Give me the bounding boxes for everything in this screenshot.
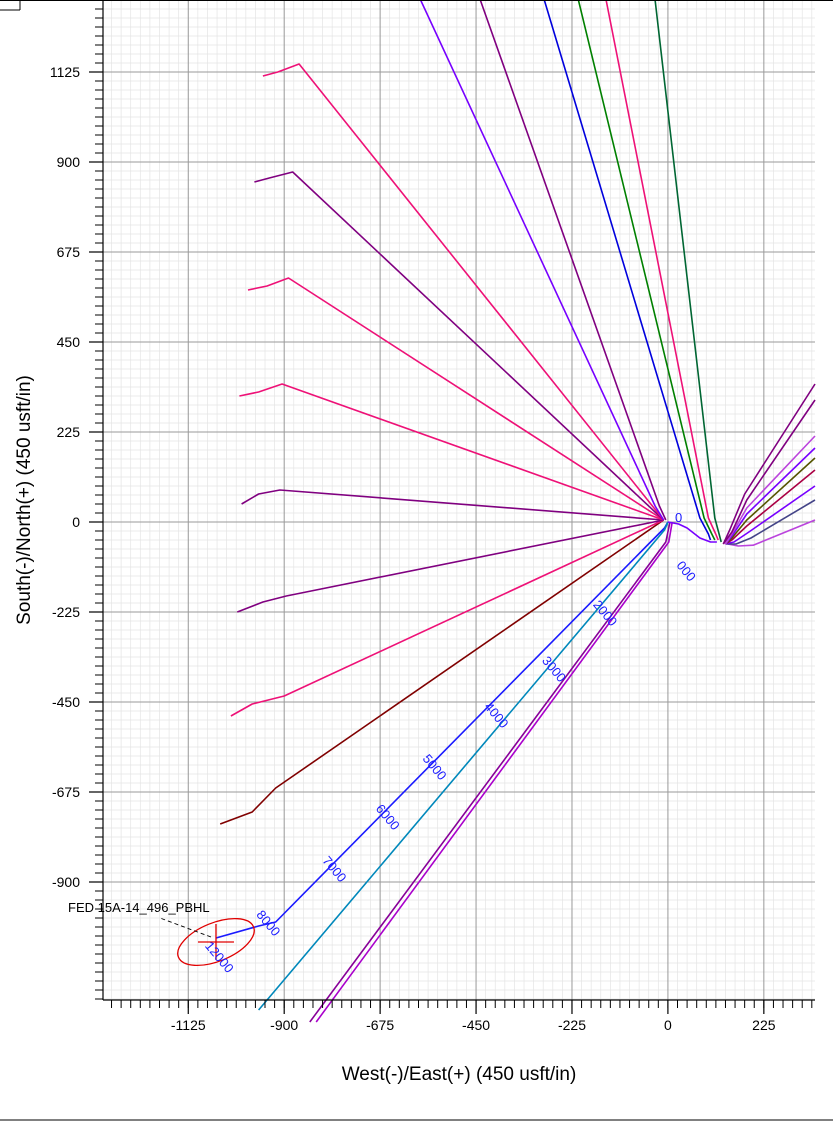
md-label: 7000 <box>320 853 350 885</box>
y-tick-label: 675 <box>57 244 81 260</box>
series-line-8 <box>241 489 664 521</box>
y-tick-label: 450 <box>57 334 81 350</box>
md-label: 3000 <box>539 653 569 685</box>
series-line-28 <box>722 383 816 545</box>
series-line-17 <box>605 0 719 541</box>
target-leader-line <box>159 917 212 938</box>
series-line-5 <box>219 519 665 825</box>
major-grid <box>103 0 815 1000</box>
y-tick-label: -225 <box>52 604 80 620</box>
series-line-16 <box>577 0 716 541</box>
y-tick-label: 1125 <box>50 64 80 80</box>
series-line-13 <box>419 0 665 521</box>
series-line-12 <box>262 63 665 521</box>
series-line-18 <box>654 0 722 543</box>
target-label: FED 15A-14_496_PBHL <box>68 900 210 915</box>
series-line-20 <box>727 519 816 547</box>
target-ellipse <box>177 917 255 967</box>
y-tick-label: 0 <box>72 514 80 530</box>
x-tick-label: -1125 <box>171 1017 206 1033</box>
y-tick-label: -450 <box>52 694 80 710</box>
y-tick-label: 225 <box>57 424 81 440</box>
y-tick-label: -900 <box>52 874 80 890</box>
x-tick-label: 225 <box>752 1017 776 1033</box>
series-layer <box>215 0 816 1023</box>
series-line-21 <box>725 499 816 545</box>
x-tick-label: -450 <box>462 1017 490 1033</box>
series-line-4 <box>315 521 673 1023</box>
minor-grid <box>103 0 815 1000</box>
series-line-7 <box>237 519 664 613</box>
series-line-22 <box>725 485 816 545</box>
series-line-19 <box>667 521 717 543</box>
md-label: 8000 <box>253 907 283 939</box>
series-line-9 <box>239 383 664 521</box>
md-label: 4000 <box>482 699 512 731</box>
md-label: 0 <box>675 510 682 525</box>
y-axis-title: South(-)/North(+) (450 usft/in) <box>14 375 35 625</box>
y-tick-label: 900 <box>57 154 81 170</box>
x-tick-label: -900 <box>270 1017 298 1033</box>
series-line-27 <box>722 399 816 545</box>
x-tick-label: -675 <box>366 1017 394 1033</box>
x-tick-label: -225 <box>558 1017 586 1033</box>
series-line-2 <box>257 521 669 1011</box>
series-line-10 <box>247 277 665 521</box>
series-line-6 <box>230 519 664 717</box>
series-line-14 <box>479 0 667 521</box>
series-line-3 <box>309 521 671 1023</box>
series-line-15 <box>543 0 712 541</box>
y-tick-label: -675 <box>52 784 80 800</box>
x-tick-label: 0 <box>664 1017 672 1033</box>
series-line-11 <box>254 171 665 521</box>
x-axis-title: West(-)/East(+) (450 usft/in) <box>342 1064 577 1085</box>
series-line-26 <box>724 435 816 545</box>
